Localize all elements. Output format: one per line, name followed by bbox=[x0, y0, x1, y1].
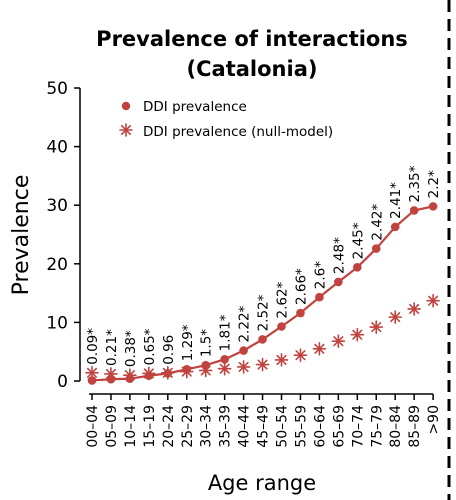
x-tick-label: 85–89 bbox=[407, 405, 423, 448]
annotation-label: 0.96 bbox=[161, 335, 177, 365]
ddi-prevalence-point bbox=[220, 355, 229, 364]
ddi-prevalence-point bbox=[277, 322, 286, 331]
x-tick-label: 40–44 bbox=[237, 405, 253, 448]
x-tick-label: 60–64 bbox=[312, 405, 328, 448]
ddi-prevalence-point bbox=[201, 360, 210, 370]
x-tick-label: 75–79 bbox=[369, 405, 385, 448]
x-tick-label: 00–04 bbox=[85, 405, 101, 448]
x-tick-label: 80–84 bbox=[388, 405, 404, 448]
ddi-prevalence-point bbox=[371, 244, 381, 253]
ddi-prevalence-point bbox=[315, 292, 324, 302]
x-tick-label: 50–54 bbox=[275, 405, 291, 448]
x-tick-label: 55–59 bbox=[293, 405, 309, 448]
y-tick-label: 40 bbox=[46, 138, 68, 158]
annotation-label: 2.2* bbox=[426, 170, 442, 198]
legend-label-null-model: DDI prevalence (null-model) bbox=[143, 124, 333, 140]
x-tick-label: 45–49 bbox=[256, 405, 272, 448]
annotation-label: 2.42* bbox=[369, 204, 385, 241]
ddi-prevalence-point bbox=[125, 374, 135, 383]
x-tick-label: >90 bbox=[426, 405, 442, 435]
annotation-label: 0.09* bbox=[85, 328, 101, 365]
ddi-prevalence-point bbox=[144, 371, 154, 381]
null-model-point bbox=[274, 353, 289, 367]
annotation-label: 1.81* bbox=[218, 314, 234, 351]
ddi-prevalence-point bbox=[87, 376, 97, 385]
annotation-label: 1.5* bbox=[199, 329, 215, 357]
ddi-prevalence-point bbox=[428, 202, 438, 211]
ddi-prevalence-point bbox=[334, 277, 343, 287]
x-tick-label: 70–74 bbox=[350, 405, 366, 448]
annotation-label: 0.38* bbox=[123, 330, 139, 367]
x-tick-label: 25–29 bbox=[180, 405, 196, 448]
annotation-label: 1.29* bbox=[180, 324, 196, 361]
null-model-point bbox=[217, 361, 232, 376]
ddi-prevalence-point bbox=[390, 222, 400, 232]
x-tick-label: 20–24 bbox=[161, 405, 177, 448]
y-ticks: 0 10 20 30 40 50 bbox=[46, 79, 80, 392]
legend-label-ddi: DDI prevalence bbox=[143, 99, 247, 115]
null-model-point bbox=[312, 341, 327, 356]
ddi-prevalence-point bbox=[296, 308, 305, 318]
legend: DDI prevalence DDI prevalence (null-mode… bbox=[119, 99, 333, 140]
ddi-prevalence-point bbox=[353, 263, 362, 272]
null-model-point bbox=[293, 348, 308, 363]
null-model-point bbox=[255, 357, 270, 372]
null-model-point bbox=[407, 302, 421, 316]
chart-title-line2: (Catalonia) bbox=[187, 57, 318, 81]
legend-marker-ddi bbox=[121, 101, 131, 111]
y-tick-label: 0 bbox=[57, 372, 68, 392]
x-tick-label: 05–09 bbox=[104, 405, 120, 448]
x-ticks: 00–04 05–09 10–14 15–19 20–24 25–29 30–34 35–39… bbox=[85, 394, 442, 448]
y-tick-label: 20 bbox=[46, 255, 68, 275]
legend-marker-null-model bbox=[119, 123, 133, 137]
annotation-label: 2.45* bbox=[350, 222, 366, 259]
annotation-label: 0.65* bbox=[142, 328, 158, 365]
null-model-point bbox=[388, 310, 403, 324]
annotation-label: 2.66* bbox=[293, 268, 309, 305]
ddi-prevalence-point bbox=[182, 364, 192, 374]
null-model-point bbox=[426, 293, 440, 308]
annotation-label: 0.21* bbox=[104, 329, 120, 366]
annotation-label: 2.52* bbox=[256, 294, 272, 331]
series-ddi-prevalence bbox=[87, 202, 438, 385]
annotation-label: 2.35* bbox=[407, 165, 423, 202]
annotation-label: 2.62* bbox=[275, 281, 291, 318]
annotation-label: 2.48* bbox=[331, 237, 347, 274]
null-model-point bbox=[236, 360, 251, 374]
null-model-point bbox=[369, 320, 384, 334]
ddi-prevalence-point bbox=[163, 369, 173, 378]
x-axis-label: Age range bbox=[208, 471, 316, 495]
ddi-prevalence-point bbox=[409, 206, 419, 215]
annotation-label: 2.22* bbox=[237, 305, 253, 342]
ddi-prevalence-point bbox=[258, 335, 267, 344]
x-tick-label: 10–14 bbox=[123, 405, 139, 448]
null-model-point bbox=[85, 365, 99, 380]
y-axis-label: Prevalence bbox=[9, 175, 34, 296]
null-model-point bbox=[331, 334, 346, 348]
y-tick-label: 10 bbox=[46, 313, 68, 333]
x-tick-label: 30–34 bbox=[199, 405, 215, 448]
y-tick-label: 30 bbox=[46, 196, 68, 216]
annotations: 0.09* 0.21* 0.38* 0.65* 0.96 1.29* 1.5* 1.81* 2.… bbox=[85, 165, 442, 367]
chart-title-line1: Prevalence of interactions bbox=[96, 27, 408, 51]
x-tick-label: 15–19 bbox=[142, 405, 158, 448]
legend-asterisk-icon bbox=[119, 123, 133, 137]
x-tick-label: 35–39 bbox=[218, 405, 234, 448]
null-model-point bbox=[350, 327, 365, 342]
y-tick-label: 50 bbox=[46, 79, 68, 99]
annotation-label: 2.6* bbox=[312, 261, 328, 289]
annotation-label: 2.41* bbox=[388, 182, 404, 219]
x-tick-label: 65–69 bbox=[331, 405, 347, 448]
ddi-prevalence-point bbox=[239, 346, 248, 355]
ddi-prevalence-point bbox=[106, 374, 116, 384]
